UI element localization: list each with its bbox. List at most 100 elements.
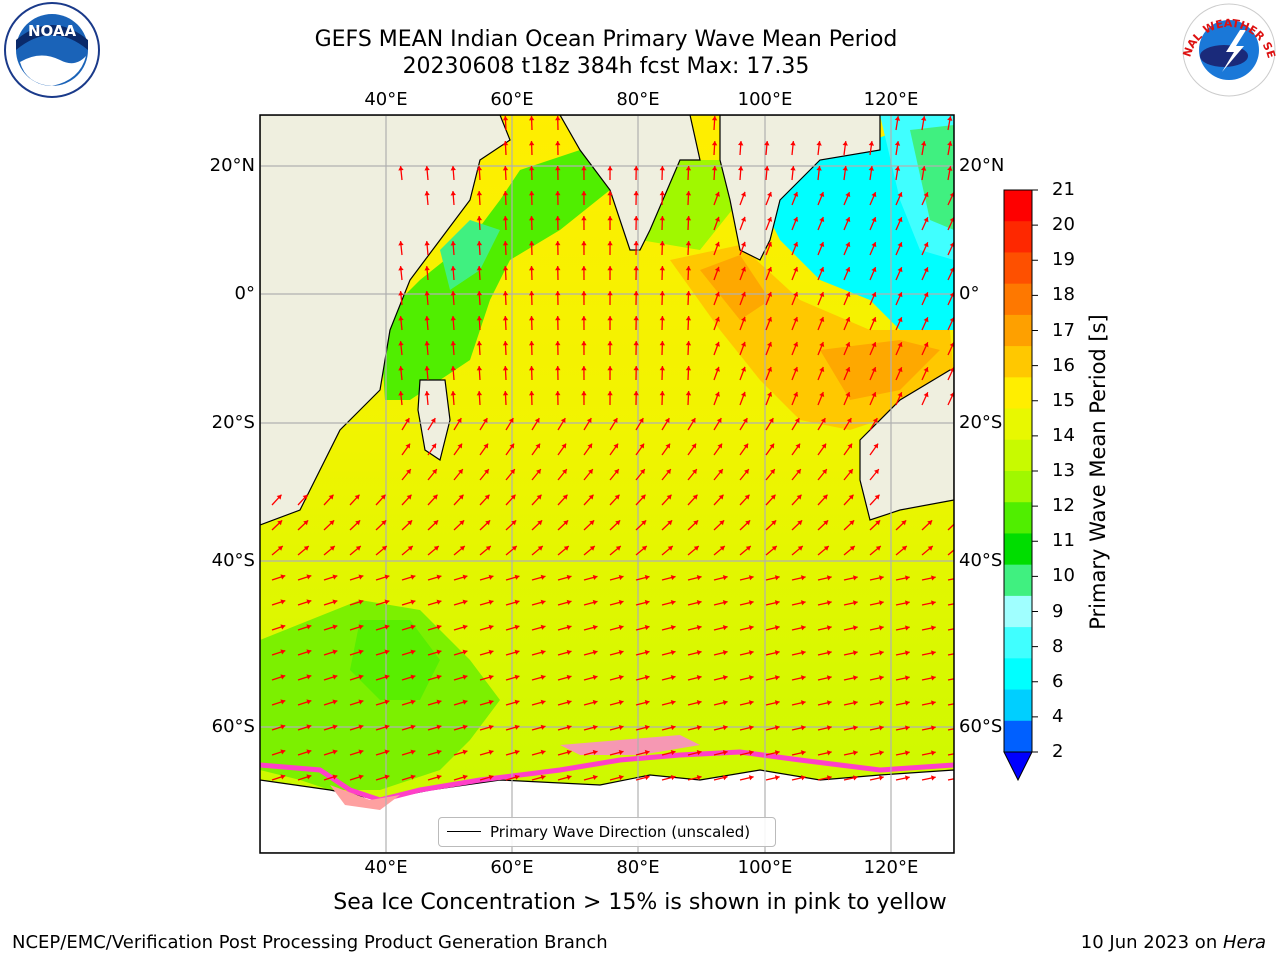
wave-arrow-head	[878, 775, 884, 781]
wave-arrow-head	[588, 469, 593, 475]
wave-arrow-head	[641, 546, 647, 551]
wave-arrow-head	[931, 750, 936, 756]
wave-arrow-head	[670, 724, 676, 731]
wave-arrow-head	[852, 725, 858, 731]
wave-arrow-head	[384, 749, 390, 755]
wave-arrow-head	[566, 574, 572, 580]
wave-arrow-head	[280, 699, 286, 705]
wave-arrow-head	[894, 116, 901, 121]
wave-arrow-head	[633, 341, 639, 346]
wave-arrow-head	[633, 391, 639, 396]
wave-arrow-head	[514, 749, 520, 755]
wave-arrow-head	[607, 166, 613, 171]
wave-arrow-head	[722, 625, 728, 631]
wave-arrow-head	[280, 674, 286, 680]
wave-arrow-head	[581, 291, 587, 296]
wave-arrow-head	[560, 418, 566, 424]
right-tick-20s: 20°S	[959, 412, 1003, 433]
chart-subtitle: 20230608 t18z 384h fcst Max: 17.35	[402, 54, 810, 79]
wave-arrow-head	[633, 166, 639, 171]
wave-arrow-head	[407, 546, 413, 551]
wave-arrow-head	[476, 341, 483, 346]
wave-arrow-head	[514, 774, 520, 780]
colorbar-title: Primary Wave Mean Period [s]	[1086, 314, 1110, 630]
wave-arrow-head	[931, 650, 936, 656]
wave-arrow-head	[644, 774, 650, 781]
wave-arrow-head	[355, 520, 361, 526]
southeast-asia-land	[719, 115, 881, 261]
wave-arrow-head	[502, 291, 509, 296]
wave-arrow-head	[692, 494, 698, 500]
wave-arrow-head	[615, 520, 621, 526]
wave-arrow-head	[540, 599, 546, 605]
wave-arrow-head	[618, 724, 624, 731]
wave-arrow-head	[793, 242, 799, 247]
colorbar-bin	[1004, 439, 1032, 472]
wave-arrow-head	[555, 141, 561, 146]
colorbar-bin	[1004, 252, 1032, 285]
wave-arrow-head	[381, 546, 387, 551]
wave-arrow-head	[354, 494, 360, 500]
wave-arrow-head	[592, 724, 598, 731]
wave-arrow-head	[800, 675, 806, 681]
colorbar-label: 4	[1052, 705, 1064, 727]
wave-arrow-head	[714, 191, 720, 197]
wave-arrow-head	[722, 700, 728, 706]
wave-arrow-head	[771, 546, 777, 551]
wave-arrow-head	[450, 266, 456, 271]
wave-arrow-head	[852, 775, 858, 781]
wave-arrow-head	[931, 700, 936, 706]
colorbar-bin	[1004, 627, 1032, 659]
wave-arrow-head	[714, 341, 720, 347]
colorbar-label: 11	[1052, 530, 1075, 552]
wave-arrow-head	[740, 291, 746, 297]
wave-arrow-head	[659, 266, 665, 271]
colorbar-label: 9	[1052, 600, 1064, 622]
wave-arrow-head	[667, 520, 673, 526]
wave-arrow-head	[690, 418, 696, 424]
wave-arrow-head	[764, 141, 770, 146]
colorbar-label: 17	[1052, 319, 1075, 341]
wave-arrow-head	[450, 341, 456, 346]
left-tick-20n: 20°N	[209, 155, 255, 176]
wave-arrow-head	[659, 316, 665, 321]
colorbar-bin	[1004, 564, 1032, 597]
wave-arrow-head	[424, 291, 430, 296]
wave-arrow-head	[740, 266, 746, 272]
wave-arrow-head	[332, 624, 338, 630]
wave-arrow-head	[685, 266, 692, 271]
top-tick-80e: 80°E	[616, 89, 660, 110]
low-period-region-arabian	[380, 150, 610, 400]
nws-logo: NATIONAL WEATHER SERVICE	[1178, 0, 1278, 97]
wave-arrow-head	[566, 624, 572, 630]
wave-arrow-head	[722, 575, 728, 581]
wave-arrow-head	[410, 699, 416, 705]
bottom-tick-120e: 120°E	[863, 857, 919, 878]
wave-arrow-head	[774, 600, 780, 606]
wave-arrow-head	[381, 520, 387, 526]
wave-arrow-head	[871, 392, 877, 398]
wave-arrow-head	[696, 675, 702, 681]
wave-arrow-head	[644, 724, 650, 731]
wave-arrow-head	[618, 649, 624, 656]
wave-arrow-head	[535, 443, 541, 449]
wave-arrow-head	[607, 316, 613, 321]
wave-arrow-head	[406, 469, 411, 475]
wave-arrow-head	[484, 494, 490, 500]
wave-arrow-head	[923, 342, 929, 348]
wave-arrow-head	[670, 699, 676, 706]
wave-arrow-head	[685, 191, 692, 196]
wave-arrow-head	[800, 775, 806, 781]
wave-arrow-head	[897, 292, 903, 298]
wave-arrow-head	[436, 699, 442, 705]
right-tick-0: 0°	[959, 283, 980, 304]
wave-arrow-head	[566, 724, 572, 730]
wave-arrow-head	[555, 366, 561, 371]
wave-arrow-head	[536, 469, 541, 475]
wave-arrow-head	[722, 775, 728, 781]
wave-arrow-head	[398, 366, 404, 371]
wave-arrow-head	[614, 494, 620, 500]
colorbar-under-triangle	[1003, 751, 1033, 782]
wave-arrow-head	[450, 366, 456, 371]
wave-arrow-head	[949, 267, 954, 273]
